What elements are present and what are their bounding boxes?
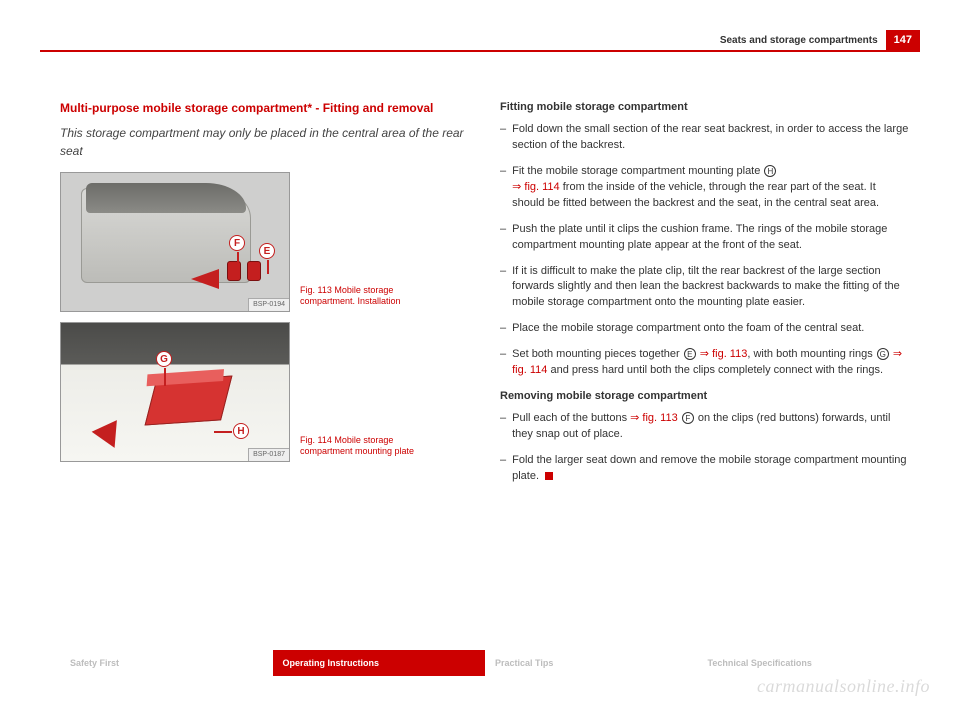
dash-icon: – bbox=[500, 453, 506, 485]
header-rule bbox=[40, 50, 920, 52]
list-item: – Set both mounting pieces together E ⇒ … bbox=[500, 347, 910, 379]
dash-icon: – bbox=[500, 347, 506, 379]
fig113-caption: Fig. 113 Mobile storage compartment. Ins… bbox=[300, 285, 420, 312]
callout-e: E bbox=[259, 243, 275, 259]
circ-h: H bbox=[764, 165, 776, 177]
list-item: – Place the mobile storage compartment o… bbox=[500, 321, 910, 337]
dash-icon: – bbox=[500, 164, 506, 212]
callout-h: H bbox=[233, 423, 249, 439]
dash-icon: – bbox=[500, 122, 506, 154]
fit2a: Fit the mobile storage compartment mount… bbox=[512, 165, 763, 177]
rem2-text: Fold the larger seat down and remove the… bbox=[512, 454, 906, 482]
tab-safety[interactable]: Safety First bbox=[60, 650, 273, 676]
fig113-id: BSP-0194 bbox=[248, 298, 289, 311]
chapter-title: Seats and storage compartments bbox=[720, 35, 878, 46]
arrow-up-icon bbox=[92, 412, 129, 448]
fit6a: Set both mounting pieces together bbox=[512, 348, 683, 360]
fit-step-1: Fold down the small section of the rear … bbox=[512, 122, 910, 154]
figure-114: G H BSP-0187 Fig. 114 Mobile storage com… bbox=[60, 322, 470, 462]
list-item: – Fold down the small section of the rea… bbox=[500, 122, 910, 154]
fit-step-6: Set both mounting pieces together E ⇒ fi… bbox=[512, 347, 910, 379]
ref-fig113-b: ⇒ fig. 113 bbox=[630, 412, 681, 424]
page-root: Seats and storage compartments 147 Multi… bbox=[0, 0, 960, 701]
dash-icon: – bbox=[500, 264, 506, 312]
watermark: carmanualsonline.info bbox=[757, 676, 930, 697]
fit6c: and press hard until both the clips comp… bbox=[547, 364, 883, 376]
list-item: – Fold the larger seat down and remove t… bbox=[500, 453, 910, 485]
ref-fig113: ⇒ fig. 113 bbox=[697, 348, 748, 360]
fig114-caption: Fig. 114 Mobile storage compartment moun… bbox=[300, 435, 420, 462]
list-item: – Push the plate until it clips the cush… bbox=[500, 222, 910, 254]
arrow-icon bbox=[191, 269, 219, 289]
figure-114-image: G H BSP-0187 bbox=[60, 322, 290, 462]
footer-tabs: Safety First Operating Instructions Prac… bbox=[60, 650, 910, 676]
circ-f: F bbox=[682, 412, 694, 424]
fitting-heading: Fitting mobile storage compartment bbox=[500, 100, 910, 116]
dash-icon: – bbox=[500, 411, 506, 443]
tab-technical[interactable]: Technical Specifications bbox=[698, 650, 911, 676]
rem-step-1: Pull each of the buttons ⇒ fig. 113 F on… bbox=[512, 411, 910, 443]
callout-g: G bbox=[156, 351, 172, 367]
section-heading: Multi-purpose mobile storage compartment… bbox=[60, 100, 470, 117]
tab-practical[interactable]: Practical Tips bbox=[485, 650, 698, 676]
tab-operating[interactable]: Operating Instructions bbox=[273, 650, 486, 676]
circ-e: E bbox=[684, 348, 696, 360]
fit2b: from the inside of the vehicle, through … bbox=[512, 181, 879, 209]
dash-icon: – bbox=[500, 321, 506, 337]
list-item: – Pull each of the buttons ⇒ fig. 113 F … bbox=[500, 411, 910, 443]
figure-113: E F BSP-0194 Fig. 113 Mobile storage com… bbox=[60, 172, 470, 312]
circ-g: G bbox=[877, 348, 889, 360]
clip-e-shape bbox=[247, 261, 261, 281]
page-header: Seats and storage compartments 147 bbox=[720, 30, 920, 50]
list-item: – If it is difficult to make the plate c… bbox=[500, 264, 910, 312]
bracket-shape bbox=[145, 376, 233, 426]
fig114-id: BSP-0187 bbox=[248, 448, 289, 461]
fit6b: , with both mounting rings bbox=[747, 348, 875, 360]
left-column: Multi-purpose mobile storage compartment… bbox=[60, 100, 470, 641]
list-item: – Fit the mobile storage compartment mou… bbox=[500, 164, 910, 212]
fit-step-4: If it is difficult to make the plate cli… bbox=[512, 264, 910, 312]
removing-heading: Removing mobile storage compartment bbox=[500, 389, 910, 405]
fit-step-3: Push the plate until it clips the cushio… bbox=[512, 222, 910, 254]
content-area: Multi-purpose mobile storage compartment… bbox=[60, 100, 910, 641]
fit-step-5: Place the mobile storage compartment ont… bbox=[512, 321, 910, 337]
clip-f-shape bbox=[227, 261, 241, 281]
figure-113-image: E F BSP-0194 bbox=[60, 172, 290, 312]
right-column: Fitting mobile storage compartment – Fol… bbox=[500, 100, 910, 641]
page-number-badge: 147 bbox=[886, 30, 920, 50]
end-square-icon bbox=[545, 472, 553, 480]
fit-step-2: Fit the mobile storage compartment mount… bbox=[512, 164, 910, 212]
dash-icon: – bbox=[500, 222, 506, 254]
compartment-lid bbox=[86, 183, 246, 213]
lead-text: This storage compartment may only be pla… bbox=[60, 125, 470, 160]
rem1a: Pull each of the buttons bbox=[512, 412, 630, 424]
ref-fig114: ⇒ fig. 114 bbox=[512, 181, 560, 193]
rem-step-2: Fold the larger seat down and remove the… bbox=[512, 453, 910, 485]
